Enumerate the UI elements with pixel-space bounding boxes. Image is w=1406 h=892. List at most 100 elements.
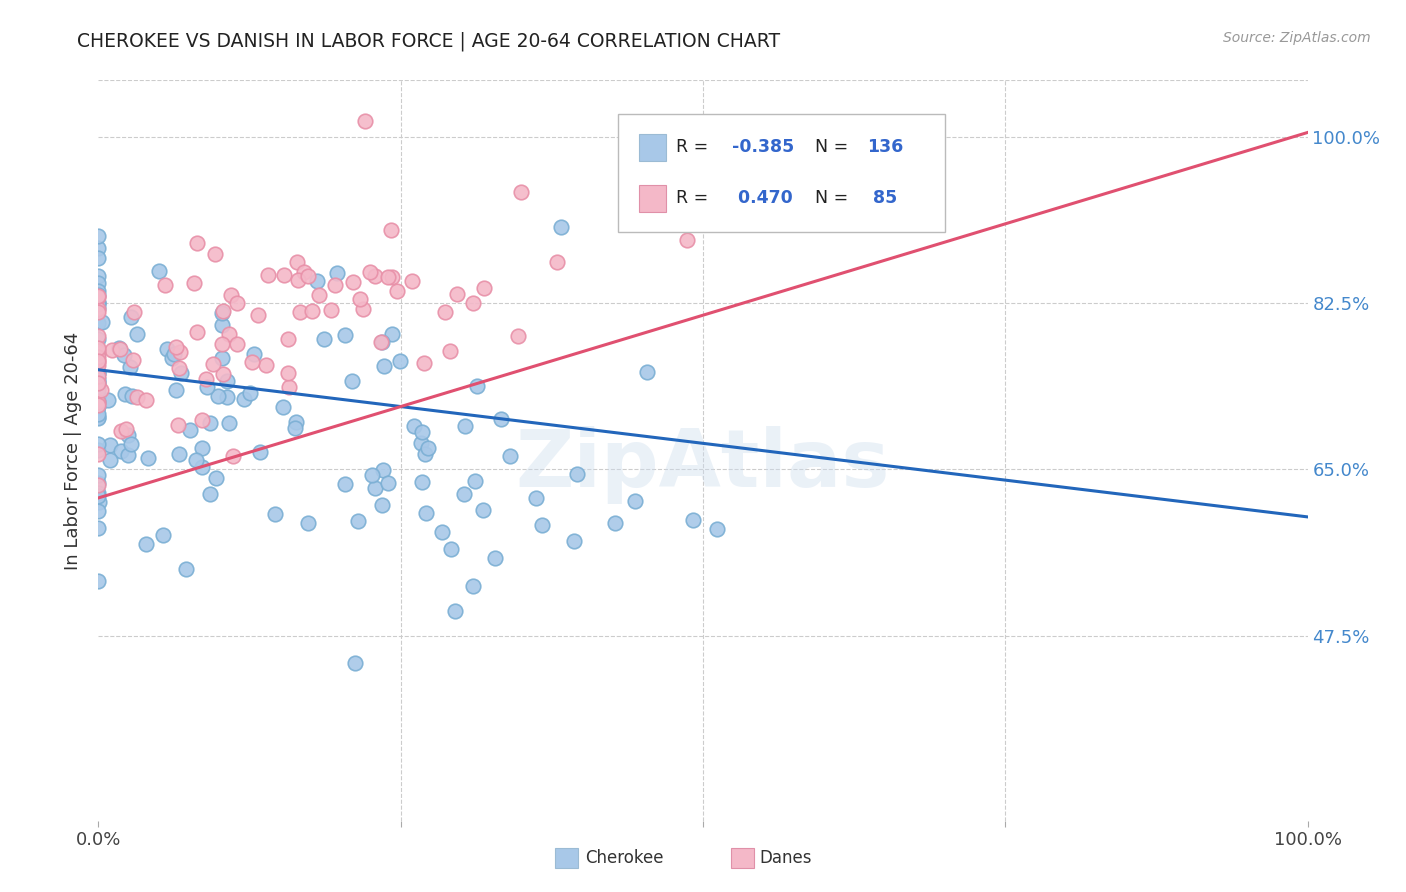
Point — [217, 375, 239, 389]
Point — [87, 521, 110, 535]
Point — [87, 302, 110, 317]
Point — [135, 537, 157, 551]
Point — [370, 335, 392, 350]
Point — [179, 423, 201, 437]
Point — [308, 288, 330, 302]
Point — [87, 229, 110, 244]
Point — [87, 388, 110, 402]
Point — [127, 390, 149, 404]
Point — [603, 516, 626, 530]
Point — [87, 341, 110, 355]
Point — [152, 527, 174, 541]
Point — [239, 386, 262, 401]
Point — [221, 288, 243, 302]
Point — [211, 337, 233, 351]
Point — [335, 327, 357, 342]
Point — [87, 468, 110, 483]
Point — [471, 503, 494, 517]
Point — [87, 296, 110, 310]
Point — [90, 384, 112, 398]
Point — [87, 410, 110, 425]
Point — [87, 289, 110, 303]
Point — [121, 352, 143, 367]
Text: ZipAtlas: ZipAtlas — [516, 426, 890, 504]
Point — [254, 358, 277, 372]
Point — [87, 268, 110, 283]
Point — [87, 358, 110, 372]
Point — [388, 353, 411, 368]
Point — [413, 447, 436, 461]
Point — [211, 306, 233, 320]
Point — [211, 304, 233, 318]
Point — [409, 436, 432, 450]
Point — [312, 332, 335, 346]
Point — [285, 255, 308, 269]
Point — [271, 401, 294, 415]
Point — [361, 468, 384, 483]
Point — [444, 604, 467, 618]
Point — [264, 508, 287, 522]
Point — [87, 354, 110, 368]
Point — [297, 268, 319, 283]
Point — [489, 411, 512, 425]
Point — [87, 486, 110, 500]
Point — [98, 438, 121, 452]
Point — [87, 287, 110, 301]
Point — [87, 372, 110, 386]
Point — [371, 463, 394, 477]
Point — [121, 389, 143, 403]
Point — [87, 241, 110, 255]
Point — [453, 418, 475, 433]
Point — [524, 491, 547, 505]
Point — [225, 296, 247, 310]
Point — [416, 442, 439, 456]
Point — [217, 390, 239, 404]
Point — [377, 269, 399, 284]
Point — [191, 413, 214, 427]
Point — [169, 366, 191, 380]
Point — [108, 341, 131, 355]
Point — [463, 580, 485, 594]
Point — [297, 516, 319, 530]
Point — [682, 513, 704, 527]
Point — [87, 369, 110, 384]
Point — [87, 251, 110, 265]
Point — [465, 378, 488, 392]
Point — [87, 295, 110, 310]
Point — [160, 351, 183, 366]
Point — [346, 514, 368, 528]
Point — [323, 278, 346, 293]
Point — [163, 347, 186, 361]
Point — [453, 487, 475, 501]
Text: Cherokee: Cherokee — [585, 849, 664, 867]
Text: 0.470: 0.470 — [733, 189, 793, 207]
Point — [118, 360, 141, 375]
Point — [288, 304, 311, 318]
Point — [87, 574, 110, 588]
Point — [186, 452, 208, 467]
Point — [87, 354, 110, 368]
Point — [273, 268, 295, 282]
Point — [243, 347, 266, 361]
Point — [124, 305, 146, 319]
Point — [240, 355, 263, 369]
Point — [624, 493, 647, 508]
Point — [176, 562, 198, 576]
Point — [354, 114, 377, 128]
Point — [207, 388, 229, 402]
Point — [413, 356, 436, 370]
Point — [284, 420, 307, 434]
Point — [430, 524, 453, 539]
Point — [135, 392, 157, 407]
Point — [87, 394, 110, 409]
Point — [205, 471, 228, 485]
Point — [249, 445, 271, 459]
Point — [373, 359, 395, 373]
Text: -0.385: -0.385 — [733, 138, 794, 156]
Point — [87, 442, 110, 457]
Point — [87, 395, 110, 409]
Text: Source: ZipAtlas.com: Source: ZipAtlas.com — [1223, 31, 1371, 45]
Text: CHEROKEE VS DANISH IN LABOR FORCE | AGE 20-64 CORRELATION CHART: CHEROKEE VS DANISH IN LABOR FORCE | AGE … — [77, 31, 780, 51]
Point — [120, 310, 142, 324]
Point — [287, 273, 309, 287]
